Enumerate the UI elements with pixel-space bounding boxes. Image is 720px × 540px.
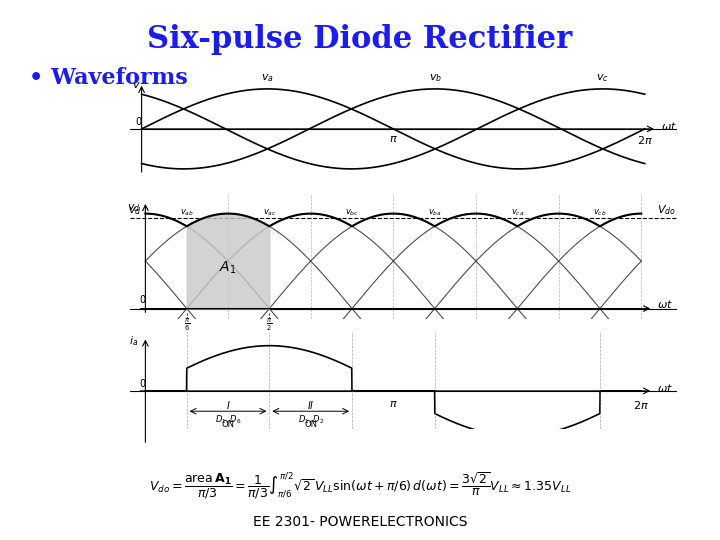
Text: $\frac{\pi}{6}$: $\frac{\pi}{6}$ [184,316,190,333]
Text: $v_{ac}$: $v_{ac}$ [263,207,276,218]
Text: 0: 0 [139,379,145,389]
Text: EE 2301- POWERELECTRONICS: EE 2301- POWERELECTRONICS [253,515,467,529]
Text: $V_{do}$: $V_{do}$ [657,202,676,217]
Text: $\pi$: $\pi$ [389,399,397,409]
Text: $\pi$: $\pi$ [389,134,397,144]
Text: $\omega t$: $\omega t$ [657,298,673,310]
Text: $V_{do} = \dfrac{\mathrm{area}\,\mathbf{A_1}}{\pi/3} = \dfrac{1}{\pi/3}\int_{\pi: $V_{do} = \dfrac{\mathrm{area}\,\mathbf{… [149,471,571,501]
Text: $v_{bc}$: $v_{bc}$ [345,207,359,218]
Text: $D_1, D_2$: $D_1, D_2$ [297,414,324,426]
Text: $\omega t$: $\omega t$ [657,382,673,394]
Text: $v_a$: $v_a$ [261,72,274,84]
Text: Six-pulse Diode Rectifier: Six-pulse Diode Rectifier [148,24,572,55]
Text: $v_{ca}$: $v_{ca}$ [510,207,524,218]
Text: $v_b$: $v_b$ [428,72,441,84]
Text: $II$: $II$ [307,399,315,411]
Text: v: v [132,80,138,90]
Text: $I$: $I$ [226,399,230,411]
Text: $2\pi$: $2\pi$ [636,134,653,146]
Text: $2\pi$: $2\pi$ [634,399,649,411]
Text: $v_{cb}$: $v_{cb}$ [593,207,607,218]
Text: $v_c$: $v_c$ [596,72,609,84]
Text: $i_a$: $i_a$ [129,334,138,348]
Text: $v_{ba}$: $v_{ba}$ [428,207,441,218]
Text: $D_1, D_6$: $D_1, D_6$ [215,414,241,426]
Text: $v_d$: $v_d$ [128,205,141,217]
Text: 0: 0 [139,295,145,305]
Text: $A_1$: $A_1$ [220,260,237,276]
Text: $\frac{\pi}{2}$: $\frac{\pi}{2}$ [266,316,273,333]
Text: $\omega t$: $\omega t$ [661,120,677,132]
Text: 0: 0 [135,117,142,127]
Text: $v_d$: $v_d$ [127,202,140,214]
Text: ON: ON [304,420,318,429]
Text: ON: ON [222,420,235,429]
Text: • Waveforms: • Waveforms [29,68,187,90]
Text: $v_{ab}$: $v_{ab}$ [180,207,194,218]
